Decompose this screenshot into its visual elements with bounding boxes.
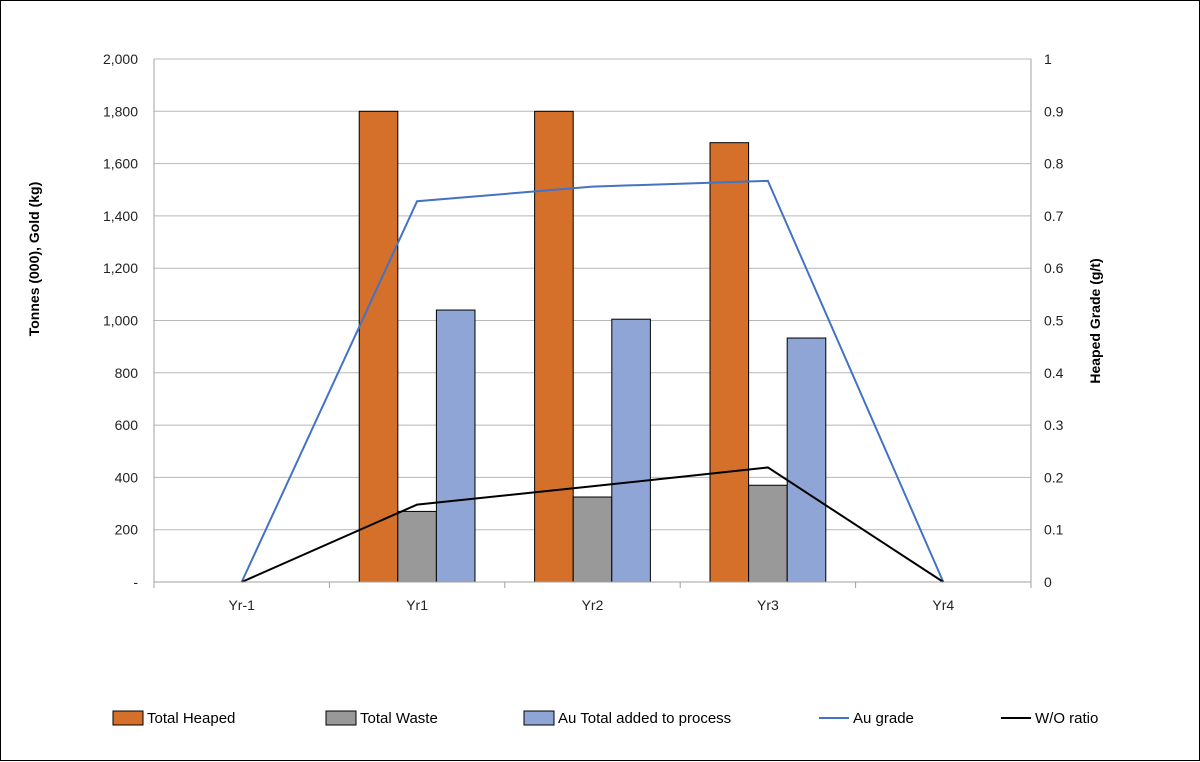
bar <box>358 110 399 583</box>
y2-tick-label: 0.2 <box>1044 469 1064 485</box>
legend-label: Total Waste <box>360 710 438 727</box>
y-tick-label: 400 <box>115 469 139 485</box>
axes: - 200 400 600 800 1,000 1,200 1,400 1,600 1,800 2,… <box>103 51 1064 613</box>
x-tick-label: Yr3 <box>757 597 779 613</box>
y2-tick-label: 0.6 <box>1044 260 1064 276</box>
y2-tick-label: 1 <box>1044 51 1052 67</box>
bar <box>786 337 827 583</box>
y-tick-label: 600 <box>115 417 139 433</box>
x-tick-label: Yr4 <box>932 597 954 613</box>
y2-tick-label: 0.8 <box>1044 156 1064 172</box>
legend-label: Au Total added to process <box>558 710 731 727</box>
y2-tick-label: 0.4 <box>1044 365 1064 381</box>
bar <box>748 484 788 583</box>
y2-tick-label: 0.7 <box>1044 208 1064 224</box>
x-tick-label: Yr2 <box>582 597 604 613</box>
y2-tick-label: 0.3 <box>1044 417 1064 433</box>
bar <box>709 142 750 583</box>
bar <box>435 309 476 583</box>
y-tick-label: 1,600 <box>103 156 138 172</box>
x-tick-label: Yr1 <box>406 597 428 613</box>
legend: Total Heaped Total Waste Au Total added to… <box>112 710 1098 727</box>
y2-tick-label: 0.1 <box>1044 522 1064 538</box>
legend-label: W/O ratio <box>1035 710 1098 727</box>
bar <box>397 510 437 583</box>
gridlines <box>154 58 1031 531</box>
legend-swatch <box>523 710 555 726</box>
bar <box>572 496 613 583</box>
y-tick-label: 1,800 <box>103 103 138 119</box>
y2-axis-title: Heaped Grade (g/t) <box>1087 258 1103 383</box>
y-axis-title: Tonnes (000), Gold (kg) <box>26 182 42 337</box>
y2-tick-label: 0.5 <box>1044 313 1064 329</box>
legend-label: Au grade <box>853 710 914 727</box>
series-line <box>240 179 945 583</box>
series-line <box>241 466 944 583</box>
x-tick-label: Yr-1 <box>228 597 255 613</box>
y2-tick-label: 0 <box>1044 574 1052 590</box>
lines <box>240 179 945 583</box>
y-tick-label: 800 <box>115 365 139 381</box>
bar <box>534 110 574 583</box>
legend-swatch <box>112 710 144 726</box>
y2-tick-label: 0.9 <box>1044 103 1064 119</box>
y-tick-label: 200 <box>115 522 139 538</box>
legend-swatch <box>325 710 357 726</box>
y-tick-label: 1,200 <box>103 260 138 276</box>
y-tick-label: 1,400 <box>103 208 138 224</box>
legend-label: Total Heaped <box>147 710 235 727</box>
bar <box>611 318 651 583</box>
y-tick-label: 1,000 <box>103 313 138 329</box>
y-tick-label: 2,000 <box>103 51 138 67</box>
y-tick-label: - <box>133 574 138 590</box>
